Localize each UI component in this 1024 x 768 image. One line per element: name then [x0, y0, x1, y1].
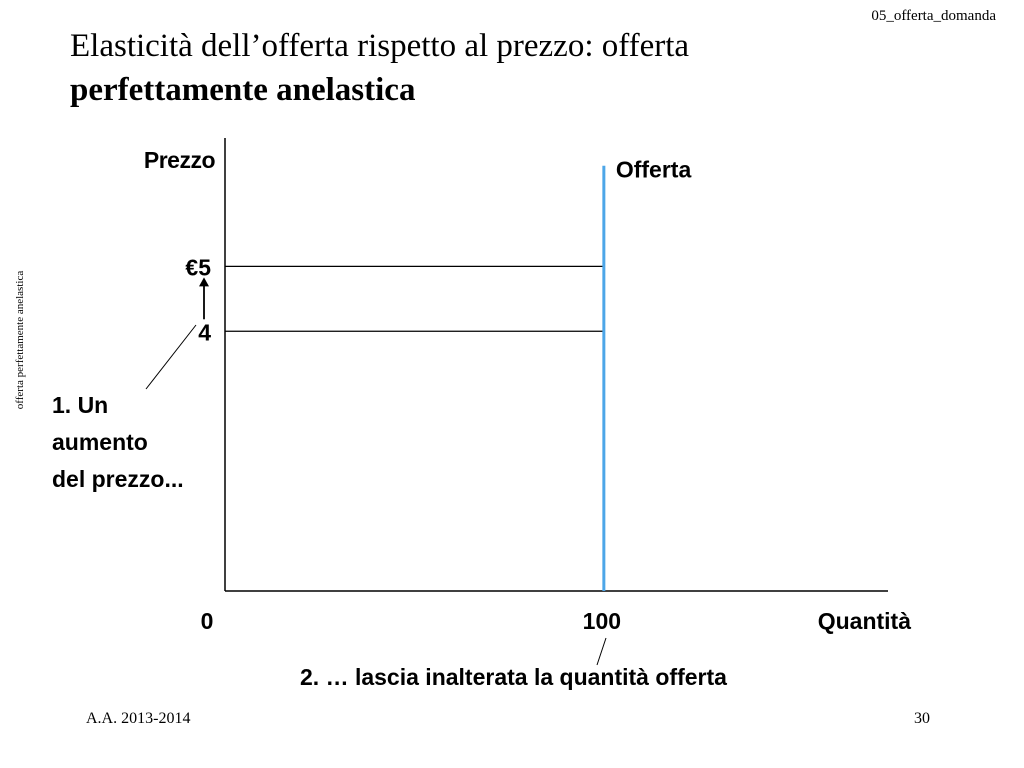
x-axis-label: Quantità [818, 608, 911, 634]
price-increase-arrowhead [199, 277, 209, 287]
price-label-1: 4 [198, 319, 211, 345]
x-tick-label-1: 100 [583, 608, 621, 634]
footer-academic-year: A.A. 2013-2014 [86, 710, 191, 727]
title-line-1: Elasticità dell’offerta rispetto al prez… [70, 28, 690, 64]
annotation-1-line-2: del prezzo... [52, 466, 184, 492]
y-axis-label: Prezzo [144, 147, 216, 173]
chart-axes [224, 138, 888, 592]
annotation-1-leader [145, 324, 197, 390]
chart-series [225, 165, 606, 591]
annotation-1-line-0: 1. Un [52, 392, 108, 418]
series-label-0: Offerta [616, 157, 692, 183]
slide-file-tag: 05_offerta_domanda [871, 8, 996, 24]
footer-page-number: 30 [914, 710, 930, 727]
chart-labels: Prezzo Quantità 0 100 €5 4 Offerta 1. Un aumento… [52, 147, 911, 690]
slide-title: Elasticità dell’offerta rispetto al prez… [70, 24, 689, 112]
annotation-2-text: 2. … lascia inalterata la quantità offer… [300, 664, 727, 690]
annotation-1-line-1: aumento [52, 429, 148, 455]
title-line-2: perfettamente anelastica [70, 72, 416, 108]
price-label-0: €5 [185, 254, 211, 280]
x-tick-label-0: 0 [201, 608, 214, 634]
annotation-2-leader [596, 637, 607, 666]
